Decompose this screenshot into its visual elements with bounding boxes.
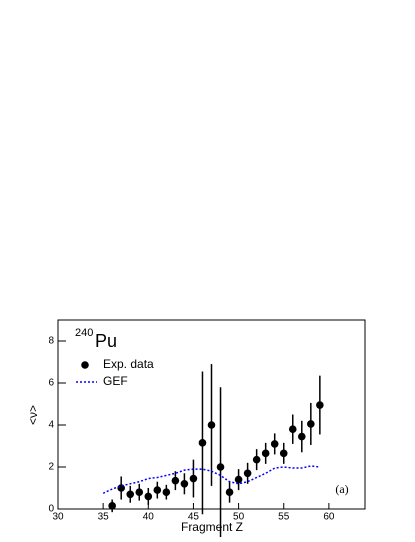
data-point	[216, 463, 225, 471]
x-tick-label: 60	[323, 512, 335, 523]
data-point	[297, 432, 306, 441]
data-point	[162, 488, 171, 497]
data-point	[252, 455, 261, 464]
legend-label: Exp. data	[103, 357, 154, 371]
title-superscript: 240	[75, 327, 93, 339]
y-tick-label: 6	[48, 378, 54, 389]
data-point	[189, 474, 198, 483]
data-point	[207, 421, 216, 429]
data-point	[243, 469, 252, 478]
data-line	[102, 465, 320, 494]
data-point	[153, 486, 162, 494]
x-tick-label: 50	[233, 512, 245, 523]
annotation: (a)	[335, 482, 348, 496]
data-point	[225, 488, 234, 497]
x-tick-label: 45	[188, 512, 200, 523]
x-tick-label: 55	[278, 512, 290, 523]
x-tick-label: 35	[98, 512, 110, 523]
data-point	[288, 425, 297, 434]
data-point	[144, 492, 153, 501]
data-point	[135, 488, 144, 497]
data-point	[261, 449, 270, 458]
y-axis-label: <ν>	[26, 405, 40, 425]
data-point	[171, 476, 180, 485]
plot-frame	[57, 319, 366, 510]
y-tick-label: 4	[48, 420, 54, 431]
data-point	[270, 440, 279, 448]
data-point	[316, 401, 324, 409]
x-tick-label: 30	[52, 512, 64, 523]
legend-label: GEF	[103, 374, 128, 388]
data-point	[307, 420, 315, 428]
data-point	[117, 484, 126, 492]
data-point	[126, 490, 135, 499]
data-point	[234, 475, 243, 484]
y-tick-label: 2	[48, 462, 54, 473]
x-axis-label: Fragment Z	[181, 520, 243, 534]
y-tick-label: 8	[48, 336, 54, 347]
data-point	[180, 480, 189, 488]
chart-title: Pu	[95, 331, 117, 351]
legend-marker	[81, 361, 89, 369]
data-point	[279, 449, 288, 458]
data-point	[198, 439, 207, 447]
x-tick-label: 40	[143, 512, 155, 523]
y-tick-label: 0	[48, 504, 54, 515]
data-point	[108, 502, 116, 510]
